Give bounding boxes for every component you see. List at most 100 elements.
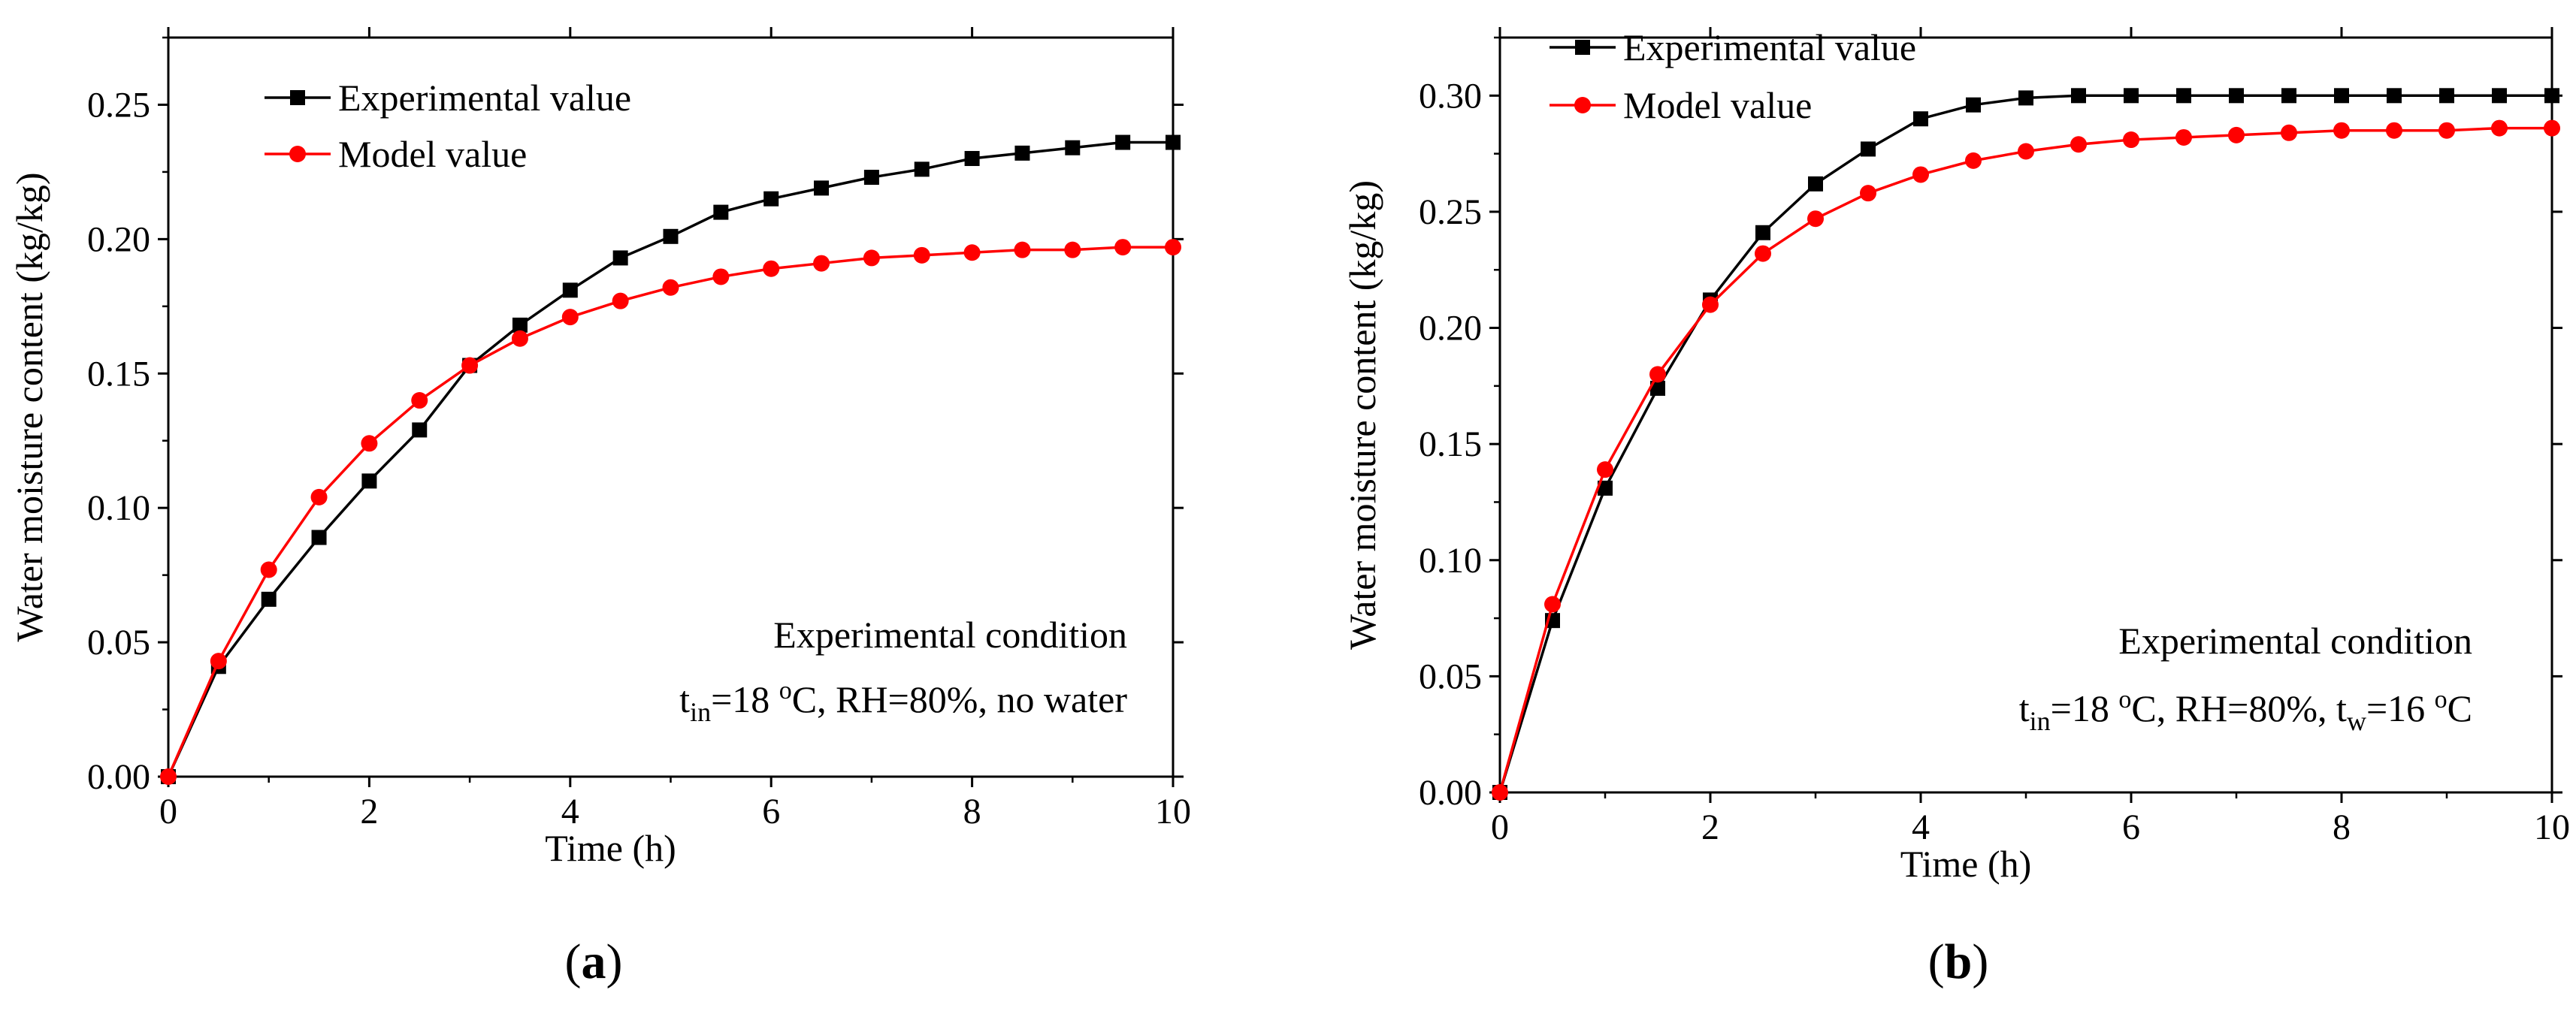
data-point-experimental bbox=[1966, 97, 1981, 113]
data-point-experimental bbox=[2439, 88, 2454, 104]
legend-label: Experimental value bbox=[338, 77, 631, 119]
data-point-model bbox=[160, 768, 177, 785]
data-point-experimental bbox=[2334, 88, 2349, 104]
data-point-model bbox=[1165, 239, 1181, 256]
condition-title: Experimental condition bbox=[773, 614, 1127, 656]
condition-t-value: =18 bbox=[711, 678, 779, 720]
y-tick-label: 0.10 bbox=[1419, 541, 1482, 581]
data-point-experimental bbox=[763, 191, 779, 207]
x-tick-label: 4 bbox=[561, 792, 579, 831]
data-point-experimental bbox=[914, 161, 930, 177]
data-point-experimental bbox=[814, 180, 830, 196]
data-point-model bbox=[963, 244, 981, 261]
panel-label-letter: b bbox=[1945, 934, 1973, 989]
panel-label-open: ( bbox=[565, 934, 582, 989]
y-axis-title: Water moisture content (kg/kg) bbox=[1341, 180, 1383, 650]
data-point-experimental bbox=[964, 151, 980, 167]
y-tick-label: 0.25 bbox=[1419, 192, 1482, 232]
data-point-model bbox=[763, 260, 780, 277]
y-tick-label: 0.00 bbox=[1419, 773, 1482, 813]
data-point-model bbox=[1649, 366, 1666, 383]
data-point-experimental bbox=[713, 204, 729, 220]
condition-detail: tin=18 oC, RH=80%, tw=16 oC bbox=[2019, 686, 2472, 736]
y-tick-label: 0.10 bbox=[87, 488, 150, 528]
data-point-experimental bbox=[2176, 88, 2191, 104]
data-point-model bbox=[2018, 143, 2034, 160]
legend-label: Model value bbox=[1623, 84, 1812, 126]
panel-label: (a) bbox=[565, 934, 623, 989]
data-point-experimental bbox=[2124, 88, 2139, 104]
data-point-model bbox=[561, 309, 579, 326]
data-point-experimental bbox=[361, 473, 377, 489]
x-tick-label: 0 bbox=[159, 792, 177, 831]
x-tick-label: 8 bbox=[2333, 807, 2351, 847]
data-point-experimental bbox=[2229, 88, 2244, 104]
data-point-model bbox=[2386, 122, 2402, 139]
panel-label-letter: a bbox=[582, 934, 606, 989]
data-point-experimental bbox=[1861, 141, 1876, 157]
legend-marker-circle bbox=[289, 146, 306, 162]
data-point-model bbox=[2438, 122, 2455, 139]
data-point-model bbox=[1114, 239, 1132, 256]
data-point-model bbox=[1064, 241, 1081, 258]
data-point-experimental bbox=[1014, 145, 1030, 161]
data-point-experimental bbox=[612, 250, 628, 266]
condition-t-subscript: in bbox=[2030, 706, 2051, 736]
data-point-model bbox=[1860, 185, 1876, 202]
data-point-model bbox=[662, 279, 679, 296]
data-point-experimental bbox=[2387, 88, 2402, 104]
data-point-model bbox=[1492, 784, 1508, 801]
data-point-model bbox=[712, 268, 730, 285]
data-point-model bbox=[1807, 210, 1824, 228]
data-point-model bbox=[310, 488, 328, 506]
data-point-model bbox=[411, 392, 428, 409]
x-tick-label: 10 bbox=[1155, 792, 1191, 831]
condition-degree: o bbox=[2118, 686, 2131, 714]
condition-tw-symbol: t bbox=[2336, 687, 2347, 729]
data-point-model bbox=[2228, 126, 2245, 143]
condition-detail: tin=18 oC, RH=80%, no water bbox=[679, 677, 1127, 727]
data-point-model bbox=[1014, 241, 1031, 258]
condition-title: Experimental condition bbox=[2118, 620, 2472, 662]
data-point-experimental bbox=[311, 530, 327, 545]
panel-label: (b) bbox=[1928, 934, 1989, 989]
data-point-experimental bbox=[1115, 134, 1131, 150]
data-point-experimental bbox=[1650, 380, 1665, 396]
x-tick-label: 6 bbox=[2122, 807, 2140, 847]
data-point-experimental bbox=[1808, 176, 1823, 192]
data-point-model bbox=[2175, 128, 2192, 146]
y-tick-label: 0.15 bbox=[87, 354, 150, 394]
legend-label: Model value bbox=[338, 133, 527, 175]
condition-rest: C, RH=80%, no water bbox=[792, 678, 1128, 720]
data-point-experimental bbox=[2281, 88, 2296, 104]
data-point-experimental bbox=[2071, 88, 2086, 104]
legend: Experimental value Model value bbox=[265, 77, 631, 175]
data-point-model bbox=[511, 330, 528, 347]
legend-label: Experimental value bbox=[1623, 26, 1916, 68]
data-point-model bbox=[461, 357, 479, 374]
condition-t-subscript: in bbox=[690, 697, 711, 727]
legend-marker-circle bbox=[1574, 97, 1591, 113]
y-tick-label: 0.15 bbox=[1419, 424, 1482, 464]
chart-panel-a: 0 2 4 6 8 10 0.00 0.05 0.10 0.15 0.20 0.25 Time (h) W… bbox=[8, 27, 1191, 989]
y-tick-label: 0.20 bbox=[1419, 309, 1482, 349]
y-axis-title: Water moisture content (kg/kg) bbox=[8, 173, 50, 642]
data-point-model bbox=[2123, 131, 2139, 149]
data-point-experimental bbox=[1065, 140, 1081, 155]
chart-panel-b: 0 2 4 6 8 10 0.00 0.05 0.10 0.15 0.20 0.25 0.30 Time … bbox=[1341, 26, 2570, 989]
data-point-experimental bbox=[1755, 225, 1770, 240]
x-tick-label: 2 bbox=[360, 792, 378, 831]
data-point-model bbox=[2281, 124, 2297, 141]
y-tick-label: 0.25 bbox=[87, 85, 150, 125]
x-axis-title: Time (h) bbox=[545, 827, 676, 869]
data-point-experimental bbox=[2544, 88, 2559, 104]
y-tick-label: 0.05 bbox=[1419, 656, 1482, 696]
x-tick-label: 10 bbox=[2534, 807, 2570, 847]
condition-tw-subscript: w bbox=[2347, 706, 2366, 736]
data-point-model bbox=[2491, 119, 2508, 137]
data-point-model bbox=[612, 292, 629, 309]
x-tick-label: 0 bbox=[1491, 807, 1509, 847]
data-point-model bbox=[2544, 119, 2560, 137]
x-tick-label: 6 bbox=[762, 792, 780, 831]
